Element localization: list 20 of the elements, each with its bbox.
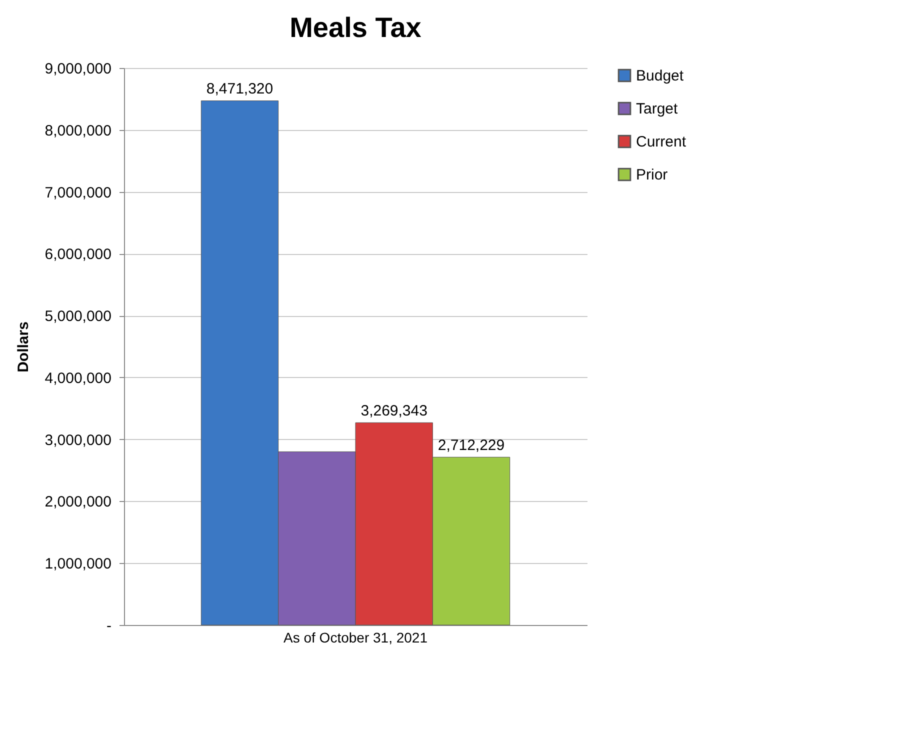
legend-label: Budget [636,68,684,84]
y-tick-label: 5,000,000 [44,308,112,326]
data-label: 8,471,320 [206,80,274,98]
data-label: 2,712,229 [438,437,505,454]
x-tick-label: As of October 31, 2021 [284,630,428,646]
y-axis-title: Dollars [14,322,32,372]
y-tick-label: - [106,618,112,634]
chart-title: Meals Tax [290,12,422,43]
y-tick-label: 6,000,000 [44,246,112,264]
y-tick-label: 1,000,000 [44,556,112,573]
data-label: 3,269,343 [360,402,428,420]
y-tick-label: 9,000,000 [44,60,112,78]
y-tick-label: 2,000,000 [44,494,112,511]
y-tick-label: 7,000,000 [44,184,112,202]
legend-label: Prior [636,166,668,184]
y-tick-label: 8,000,000 [44,122,112,140]
legend-label: Current [636,134,687,150]
y-tick-label: 4,000,000 [44,370,112,387]
legend-label: Target [636,100,679,118]
y-tick-label: 3,000,000 [44,432,112,449]
